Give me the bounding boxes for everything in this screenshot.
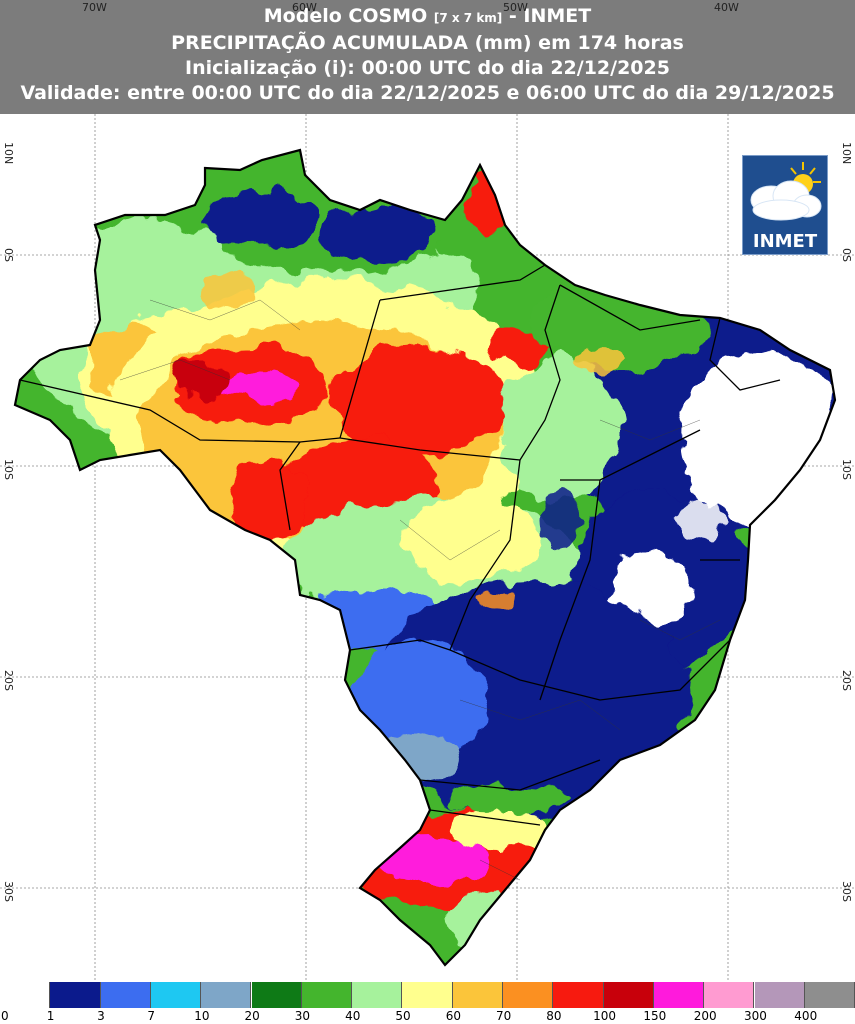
lat-label-20s-left: 20S (2, 670, 15, 691)
map-canvas (0, 114, 855, 980)
colorbar-label: 0 (1, 1009, 9, 1023)
colorbar-label: 100 (593, 1009, 616, 1023)
colorbar-swatch (503, 982, 554, 1008)
colorbar-label: 10 (194, 1009, 210, 1023)
precipitation-field (15, 150, 835, 965)
colorbar-label: 80 (546, 1009, 562, 1023)
colorbar-label: 300 (744, 1009, 767, 1023)
colorbar-label: 50 (395, 1009, 411, 1023)
title-line-product: PRECIPITAÇÃO ACUMULADA (mm) em 174 horas (171, 32, 684, 54)
lat-label-30s-left: 30S (2, 881, 15, 902)
lon-label-70w: 70W (82, 1, 107, 14)
colorbar-label: 70 (496, 1009, 512, 1023)
lat-label-10s-right: 10S (840, 459, 853, 480)
lon-label-50w: 50W (503, 1, 528, 14)
title-line-validity: Validade: entre 00:00 UTC do dia 22/12/2… (20, 82, 835, 104)
colorbar-label: 30 (294, 1009, 311, 1023)
colorbar-label: 200 (693, 1009, 717, 1023)
colorbar-swatch (150, 982, 202, 1008)
colorbar-swatch (301, 982, 353, 1008)
municipal-boundaries (119, 299, 721, 881)
colorbar-swatch (603, 982, 654, 1008)
colorbar-label: 60 (445, 1009, 461, 1023)
model-name: Modelo COSMO (263, 5, 434, 27)
lat-label-30s-right: 30S (840, 881, 853, 902)
colorbar-swatch (402, 982, 453, 1008)
precipitation-colorbar: 0 1 3 7 10 20 30 40 50 60 70 80 100 150 200 300 400 (0, 982, 855, 1024)
lat-label-0s-left: 0S (2, 248, 15, 262)
title-line-model: Modelo COSMO [7 x 7 km] - INMET (0, 4, 855, 31)
colorbar-label: 40 (345, 1009, 361, 1023)
colorbar-swatch (653, 982, 705, 1008)
colorbar-swatch (50, 982, 101, 1008)
colorbar-swatch (251, 982, 302, 1008)
logo-text: INMET (752, 231, 818, 252)
colorbar-label: 7 (147, 1009, 156, 1023)
colorbar-swatch (201, 982, 252, 1008)
colorbar-swatch (553, 982, 604, 1008)
precipitation-map: 10N 0S 10S 20S 30S 10N 0S 10S 20S 30S (0, 114, 855, 980)
inmet-logo: INMET (742, 155, 828, 255)
colorbar-swatch (804, 982, 855, 1008)
colorbar-label: 3 (97, 1009, 105, 1023)
map-title-banner: Modelo COSMO [7 x 7 km] - INMET PRECIPIT… (0, 0, 855, 114)
colorbar-label: 20 (244, 1009, 260, 1023)
colorbar-swatch (452, 982, 503, 1008)
colorbar-swatch (0, 982, 51, 1008)
colorbar-swatch (352, 982, 403, 1008)
lat-label-10n-left: 10N (2, 142, 15, 165)
model-source: - INMET (502, 5, 592, 27)
colorbar-swatch (100, 982, 151, 1008)
lat-label-10n-right: 10N (840, 142, 853, 165)
colorbar-swatch (704, 982, 755, 1008)
lat-label-0s-right: 0S (840, 248, 853, 262)
lat-label-10s-left: 10S (2, 459, 15, 480)
sun-cloud-icon (750, 162, 822, 221)
colorbar-swatch (754, 982, 805, 1008)
colorbar-label: 150 (643, 1009, 667, 1023)
lon-label-40w: 40W (714, 1, 739, 14)
state-boundaries (19, 264, 781, 826)
title-line-init: Inicialização (i): 00:00 UTC do dia 22/1… (185, 57, 670, 79)
colorbar-label: 1 (46, 1009, 55, 1023)
lat-label-20s-right: 20S (840, 670, 853, 691)
colorbar-label: 400 (794, 1009, 818, 1023)
lon-label-60w: 60W (292, 1, 317, 14)
model-resolution: [7 x 7 km] (433, 11, 503, 25)
